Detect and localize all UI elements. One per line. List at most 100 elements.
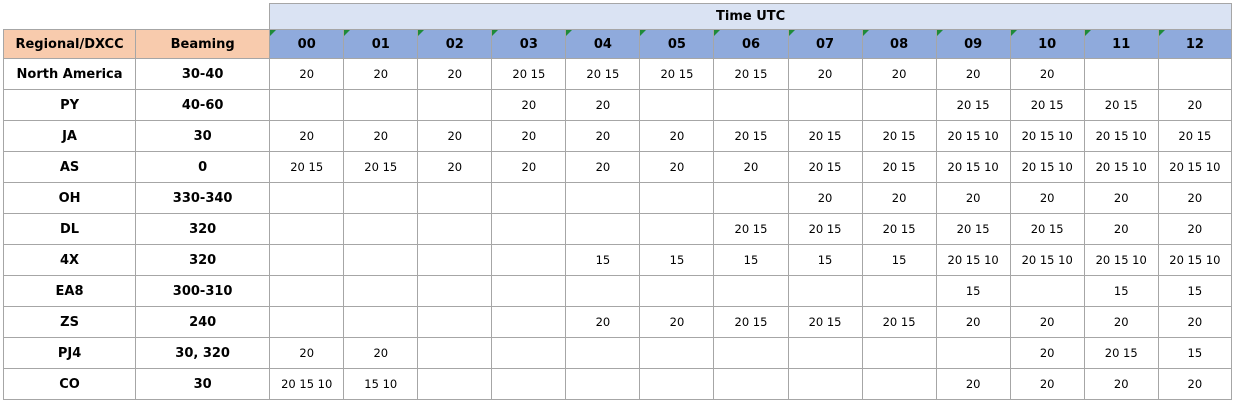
table-row: OH 330-340 20 20 20 20 20 20 [2, 182, 1233, 214]
band-cell: 20 15 10 [1009, 120, 1085, 152]
band-cell: 20 15 [343, 151, 419, 183]
band-cell: 20 [565, 306, 641, 338]
table-row: PJ4 30, 320 20 20 20 20 15 15 [2, 337, 1233, 369]
hour-header-08: 08 [861, 29, 937, 59]
band-cell [491, 182, 567, 214]
band-cell: 20 [269, 337, 345, 369]
band-cell: 20 [1157, 306, 1233, 338]
band-cell [713, 368, 789, 400]
hour-header-10: 10 [1009, 29, 1085, 59]
band-cell: 20 [1083, 213, 1159, 245]
band-cell: 20 [935, 58, 1011, 90]
band-cell [861, 89, 937, 121]
band-cell: 20 15 10 [1009, 244, 1085, 276]
band-cell [639, 368, 715, 400]
table-row: 4X 320 15 15 15 15 15 20 15 10 20 15 10 20 15 10 2… [2, 244, 1233, 276]
band-cell [343, 306, 419, 338]
beaming-cell: 240 [135, 306, 271, 338]
band-cell [269, 182, 345, 214]
beaming-cell: 30, 320 [135, 337, 271, 369]
band-cell: 20 15 [713, 58, 789, 90]
hour-header-07: 07 [787, 29, 863, 59]
band-cell: 20 [1157, 89, 1233, 121]
band-cell: 20 [417, 120, 493, 152]
band-cell: 20 [861, 58, 937, 90]
band-cell [491, 213, 567, 245]
band-cell [269, 89, 345, 121]
band-cell [565, 213, 641, 245]
region-cell: 4X [2, 244, 137, 276]
band-cell: 20 15 10 [935, 244, 1011, 276]
hour-header-00: 00 [269, 29, 345, 59]
band-cell [639, 89, 715, 121]
band-cell [787, 89, 863, 121]
band-cell: 20 [1083, 182, 1159, 214]
band-cell: 20 15 [787, 306, 863, 338]
band-cell: 15 [861, 244, 937, 276]
band-cell [417, 306, 493, 338]
band-cell [417, 213, 493, 245]
band-cell: 20 15 [713, 120, 789, 152]
beaming-cell: 0 [135, 151, 271, 183]
band-cell: 20 [491, 120, 567, 152]
band-cell: 20 [343, 120, 419, 152]
hour-header-03: 03 [491, 29, 567, 59]
band-cell [343, 244, 419, 276]
band-cell: 20 15 [639, 58, 715, 90]
band-cell: 20 [861, 182, 937, 214]
band-cell [491, 306, 567, 338]
band-cell [861, 368, 937, 400]
region-cell: AS [2, 151, 137, 183]
band-cell [417, 275, 493, 307]
band-cell: 20 [639, 306, 715, 338]
band-cell: 20 [1009, 306, 1085, 338]
band-cell: 20 [1009, 58, 1085, 90]
band-cell: 20 15 [1083, 337, 1159, 369]
band-cell: 20 15 [861, 213, 937, 245]
band-cell: 20 [269, 120, 345, 152]
band-cell: 15 [935, 275, 1011, 307]
band-cell: 20 [787, 58, 863, 90]
table-row: AS 0 20 15 20 15 20 20 20 20 20 20 15 20 15 20 15 1… [2, 151, 1233, 183]
time-utc-header: Time UTC [269, 3, 1232, 30]
band-cell [935, 337, 1011, 369]
band-cell: 20 [1083, 368, 1159, 400]
band-cell: 20 [935, 306, 1011, 338]
beaming-cell: 40-60 [135, 89, 271, 121]
beaming-cell: 300-310 [135, 275, 271, 307]
band-cell [787, 337, 863, 369]
band-cell: 20 15 [491, 58, 567, 90]
band-cell: 20 15 [1009, 213, 1085, 245]
band-cell [639, 213, 715, 245]
beaming-cell: 330-340 [135, 182, 271, 214]
beaming-cell: 30 [135, 368, 271, 400]
band-cell: 20 [1157, 213, 1233, 245]
band-cell: 20 [935, 182, 1011, 214]
band-cell: 20 [787, 182, 863, 214]
band-cell: 15 [1083, 275, 1159, 307]
band-cell [491, 337, 567, 369]
band-cell [713, 182, 789, 214]
table-row: North America 30-40 20 20 20 20 15 20 15 20 15 2… [2, 58, 1233, 90]
band-cell [1083, 58, 1159, 90]
band-cell [343, 275, 419, 307]
hour-header-09: 09 [935, 29, 1011, 59]
band-cell: 15 [1157, 275, 1233, 307]
region-cell: ZS [2, 306, 137, 338]
band-cell [565, 275, 641, 307]
band-cell [639, 275, 715, 307]
band-cell [639, 182, 715, 214]
band-cell: 20 15 [1157, 120, 1233, 152]
band-cell: 20 15 10 [1009, 151, 1085, 183]
hour-header-04: 04 [565, 29, 641, 59]
band-cell: 20 [417, 58, 493, 90]
region-cell: PY [2, 89, 137, 121]
table-row: PY 40-60 20 20 20 15 20 15 20 15 20 [2, 89, 1233, 121]
band-cell: 20 [1009, 182, 1085, 214]
band-cell: 20 [565, 151, 641, 183]
band-cell [417, 89, 493, 121]
band-cell: 20 15 10 [1083, 151, 1159, 183]
beaming-column-header: Beaming [135, 29, 271, 59]
band-cell: 20 15 [787, 120, 863, 152]
band-cell: 15 [787, 244, 863, 276]
